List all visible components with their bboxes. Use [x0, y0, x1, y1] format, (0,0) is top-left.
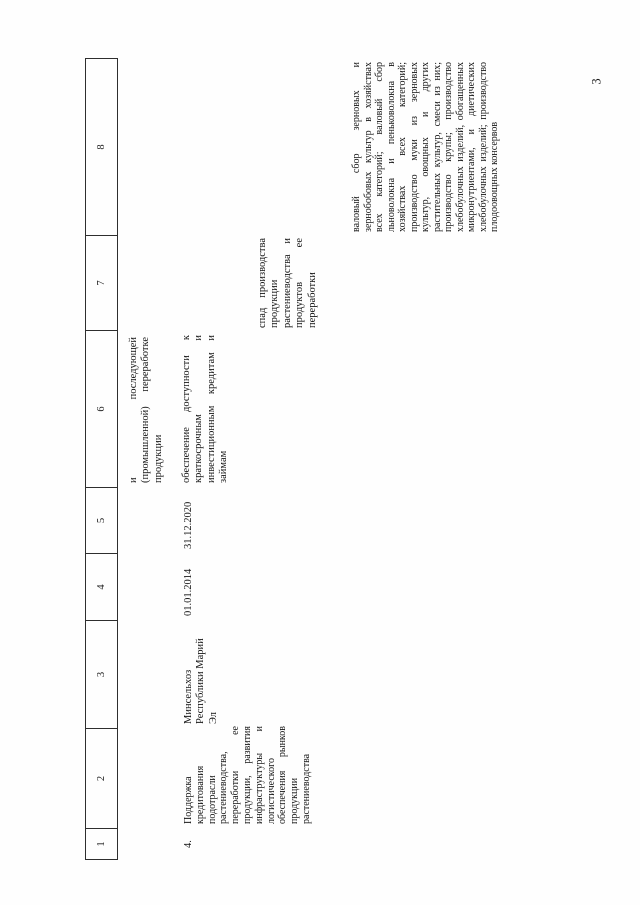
- column-number-header: 8: [85, 58, 118, 235]
- page-number: 3: [589, 78, 604, 85]
- column-number-header: 2: [85, 728, 118, 828]
- column-number-header: 6: [85, 330, 118, 487]
- column-number-header: 3: [85, 620, 118, 728]
- row4-start-date: 01.01.2014: [183, 568, 194, 616]
- row4-indicators-text: валовый сбор зерновых и зернобобовых кул…: [351, 62, 500, 232]
- row4-item-number: 4.: [183, 840, 194, 848]
- column-number-header-row: 1 2 3 4 5 6 7 8: [85, 58, 118, 860]
- column-number-header: 4: [85, 553, 118, 620]
- row4-end-date: 31.12.2020: [183, 501, 194, 549]
- continuation-row-col6-text: и последующей (промышленной) переработке…: [128, 337, 164, 483]
- column-number-header: 7: [85, 235, 118, 330]
- row4-consequences-text: спад производства продукции растениеводс…: [257, 238, 318, 328]
- row4-measure-title-text: Поддержка кредитования подотрасли растен…: [183, 726, 312, 824]
- column-number-header: 5: [85, 487, 118, 553]
- column-number-header: 1: [85, 828, 118, 860]
- row4-executor-text: Минсельхоз Республики Марий Эл: [183, 638, 219, 724]
- row4-expected-result-text: обеспечение доступности к краткосрочным …: [181, 335, 230, 483]
- rotated-table: 1 2 3 4 5 6 7 8 4. Поддержка кредитовани…: [85, 58, 545, 860]
